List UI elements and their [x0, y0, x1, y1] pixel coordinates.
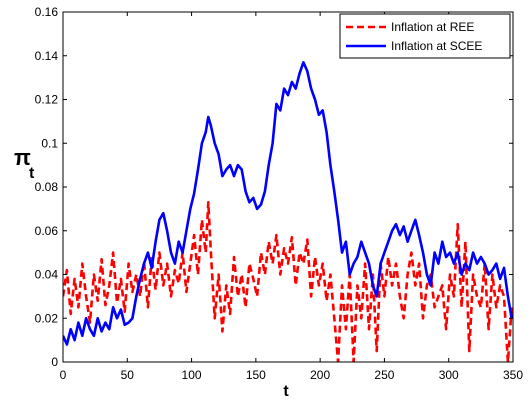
- y-axis-label-main: π: [14, 145, 31, 170]
- x-tick-label: 50: [121, 368, 135, 382]
- y-tick-label: 0.02: [35, 311, 59, 325]
- legend-label-scee: Inflation at SCEE: [391, 39, 482, 53]
- y-axis-label-sub: t: [29, 165, 35, 182]
- y-tick-label: 0.06: [35, 224, 59, 238]
- axes-frame: [62, 11, 514, 363]
- y-tick-label: 0.1: [41, 136, 58, 150]
- x-tick-label: 200: [310, 368, 330, 382]
- y-tick-label: 0.08: [35, 180, 59, 194]
- plot-area: [63, 60, 513, 362]
- legend-label-ree: Inflation at REE: [391, 20, 474, 34]
- x-tick-label: 250: [374, 368, 394, 382]
- x-tick-label: 150: [246, 368, 266, 382]
- x-axis-label: t: [283, 383, 289, 400]
- series-line-ree: [63, 201, 513, 362]
- x-tick-label: 350: [503, 368, 523, 382]
- y-tick-label: 0.16: [35, 5, 59, 19]
- y-axis-label: π t: [14, 145, 35, 182]
- legend: Inflation at REE Inflation at SCEE: [339, 13, 511, 59]
- x-tick-label: 300: [439, 368, 459, 382]
- x-tick-label: 100: [182, 368, 202, 382]
- x-tick-label: 0: [60, 368, 67, 382]
- y-tick-label: 0: [51, 355, 58, 369]
- ticks: 0 50 100 150 200 250 300 350 0 0.02 0.04 0.06 0.08 0.…: [35, 5, 524, 382]
- y-tick-label: 0.04: [35, 268, 59, 282]
- y-tick-label: 0.14: [35, 49, 59, 63]
- series-line-scee: [63, 60, 513, 346]
- axes: [62, 11, 514, 363]
- legend-box: [339, 13, 511, 59]
- y-tick-label: 0.12: [35, 93, 59, 107]
